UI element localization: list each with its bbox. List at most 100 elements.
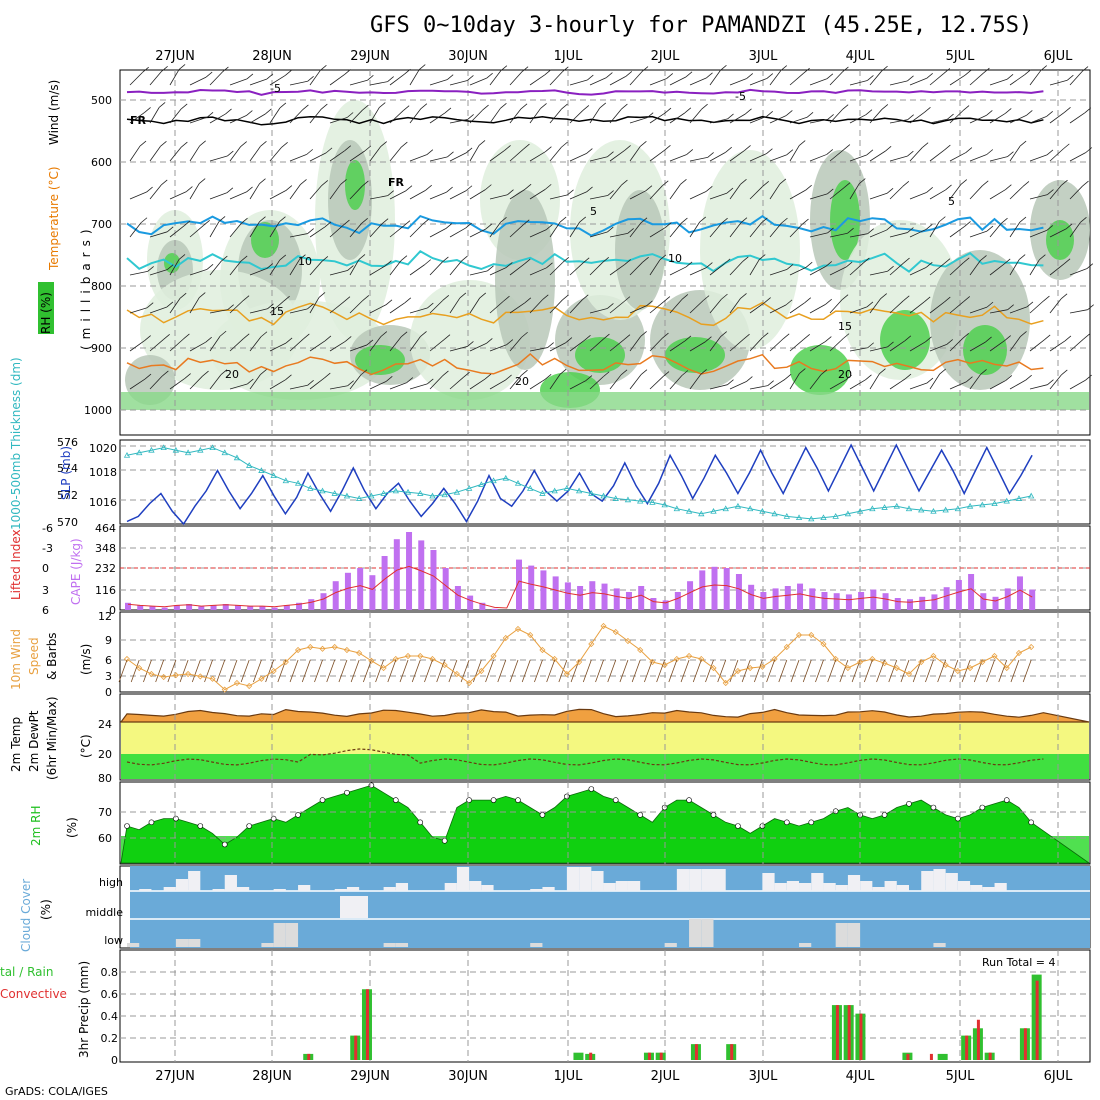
wind-barb [829,187,845,200]
cloud-high [444,883,457,891]
wind-barb [166,226,174,233]
wind-barb [129,307,148,314]
cape-bar [186,604,193,610]
wind-barb [989,263,1005,276]
wind-barb [549,299,563,314]
wind-barb [669,76,687,86]
wind-barb [881,104,889,110]
wind-barb [607,151,614,158]
wind-barb [324,372,331,379]
wind-barb [620,369,628,376]
wind-barb [926,72,933,79]
wind-barb [465,185,473,192]
wind-barb [629,222,642,238]
date-label-bottom: 1JUL [554,1069,584,1084]
wind-barb [542,294,549,301]
cape-tick: 0 [109,604,116,617]
wind-barb [349,150,366,162]
wind-barb [1020,331,1027,337]
cape-bar [467,595,474,610]
wind-barb [769,222,782,238]
wind-barb [1069,112,1086,124]
wind-barb [1009,145,1021,162]
wind-barb [609,301,625,314]
wind-barb [509,148,524,162]
cloud-high [957,881,971,891]
wind-barb [769,378,786,390]
rh-marker [417,819,424,826]
wind-barb [307,379,314,386]
wind-barb [504,145,511,151]
cloud-high [689,869,702,891]
wind-barb [909,341,926,352]
wind-barb [209,113,226,124]
wind-barb [409,154,427,162]
wind-barb [960,179,968,185]
wind-barb [969,374,981,390]
wind-barb-10m [534,659,543,683]
wind-barb-10m [179,659,189,683]
wind-barb [358,254,366,260]
wind-barb [1019,140,1027,147]
cloud-high [713,869,726,891]
wind-barb-10m [277,659,287,683]
precip-total-bar [937,1053,948,1060]
wind-barb [360,369,368,376]
wind-barb [344,336,352,342]
wind-barb [242,333,250,340]
cape-bar [797,583,804,610]
wind-barb [420,331,427,337]
wind-barb [869,346,888,352]
wind-barb [489,267,507,276]
wind-barb [222,66,229,73]
wind-barb [1085,374,1092,381]
rh-marker [466,797,472,803]
wind-barb [559,216,567,223]
wind-barb [685,71,693,78]
wind-barb [1080,217,1087,223]
wind-barb [409,336,421,352]
wind-barb-10m [802,659,812,683]
wind-barb [582,105,590,111]
wind-barb [569,299,583,314]
cloud-label: Cloud Cover [19,879,33,952]
wind-barb [505,374,512,381]
wind-barb [447,151,454,158]
precip-conv-bar [835,1005,839,1060]
wind-barb [489,300,504,314]
wind-barb [249,308,268,314]
wind-barb [229,300,244,314]
wind-barb [329,301,345,314]
cloud-high [811,873,824,891]
wind-barb [589,376,604,390]
wind-barb [199,292,206,298]
wind-barb [1009,336,1021,352]
wind-barb [586,148,593,154]
wind-barb [749,78,767,86]
wind-barb [529,74,546,86]
wind-barb [929,118,948,124]
wind-barb [260,331,268,338]
wind-barb [769,115,787,124]
wind-barb [189,297,200,314]
isotherm-label: -5 [270,82,281,95]
wind-barb [706,262,713,268]
wind-barb [549,262,564,276]
wind-barb [209,260,222,276]
wind-barb [869,229,887,238]
wind-speed-marker [331,643,338,651]
wind-barb [409,223,423,238]
legend-wind: Wind (m/s) [47,80,61,145]
wind-barb [229,260,242,276]
date-label-top: 28JUN [252,49,292,64]
wind-barb [1084,107,1092,114]
wind-barb [389,110,404,124]
wind-barb [939,216,946,222]
cape-bar [344,572,351,610]
wind-barb [909,382,928,390]
precip-conv-bar [694,1044,698,1060]
cloud-low [835,923,848,947]
wind-barb [889,186,904,200]
date-label-bottom: 27JUN [155,1069,195,1084]
cloud-low [127,943,140,947]
